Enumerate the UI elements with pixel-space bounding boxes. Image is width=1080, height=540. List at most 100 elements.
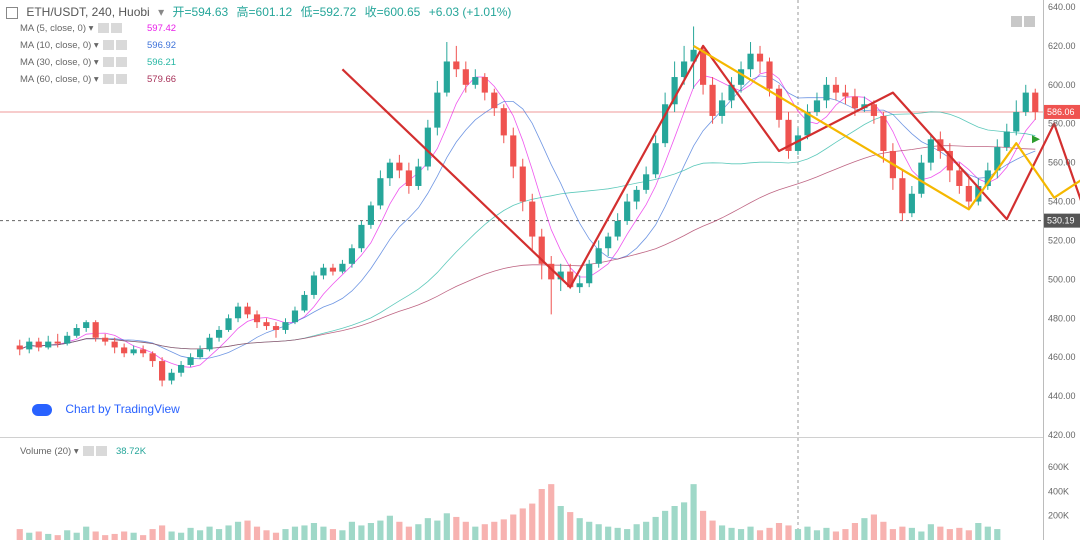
settings-icon[interactable] — [103, 74, 115, 85]
close-icon[interactable] — [96, 446, 108, 457]
tradingview-watermark[interactable]: Chart by TradingView — [32, 402, 180, 416]
volume-bar — [538, 489, 545, 540]
volume-bar — [215, 529, 223, 540]
close-icon[interactable] — [111, 23, 123, 34]
candle-body — [595, 248, 602, 264]
volume-bar — [595, 524, 602, 540]
volume-bar — [889, 529, 896, 540]
candle-body — [975, 185, 982, 202]
candle-body — [1032, 92, 1039, 113]
volume-bar — [671, 506, 678, 540]
restore-icon[interactable] — [1024, 16, 1035, 27]
candle-body — [434, 92, 441, 128]
candle-body — [396, 162, 403, 171]
settings-icon[interactable] — [98, 23, 110, 34]
volume-bar — [576, 518, 583, 540]
volume-bar — [643, 521, 650, 540]
pane-controls[interactable] — [1011, 14, 1037, 32]
volume-bar — [282, 529, 289, 540]
candle-body — [291, 310, 299, 323]
candle-body — [16, 345, 23, 350]
settings-icon[interactable] — [103, 40, 115, 51]
volume-bar — [529, 503, 536, 540]
volume-bar — [548, 484, 555, 540]
menu-icon[interactable] — [6, 6, 18, 19]
price-tick-label: 440.00 — [1048, 391, 1076, 401]
candle-body — [529, 201, 536, 237]
volume-bar — [348, 521, 356, 540]
candle-body — [253, 314, 261, 323]
volume-bar — [984, 526, 991, 540]
volume-bar — [956, 527, 963, 540]
volume-bar — [434, 520, 441, 540]
volume-bars — [16, 484, 1001, 540]
price-tick-label: 580.00 — [1048, 119, 1076, 129]
volume-bar — [178, 532, 185, 540]
chevron-down-icon[interactable]: ▾ — [158, 5, 165, 19]
volume-bar — [709, 520, 716, 540]
volume-bar — [130, 532, 137, 540]
volume-bar — [102, 535, 109, 540]
candle-body — [737, 69, 745, 85]
candle-body — [813, 100, 821, 113]
volume-bar — [35, 531, 42, 540]
close-value: 收=600.65 — [364, 5, 421, 19]
volume-bar — [415, 524, 422, 540]
price-marker-label: 586.06 — [1047, 107, 1075, 117]
candle-body — [159, 361, 166, 381]
candle-body — [538, 236, 545, 264]
candle-body — [519, 166, 526, 202]
volume-bar — [187, 527, 194, 540]
price-tick-label: 500.00 — [1048, 274, 1076, 284]
volume-tick-label: 600K — [1048, 462, 1069, 472]
candle-body — [443, 61, 450, 93]
volume-bar — [301, 525, 308, 540]
settings-icon[interactable] — [83, 446, 95, 457]
price-marker-box — [1044, 104, 1080, 119]
candle-body — [234, 306, 242, 319]
volume-bar — [747, 526, 754, 540]
candle-body — [73, 328, 80, 336]
candle-body — [367, 205, 374, 225]
volume-bar — [794, 529, 802, 540]
volume-bar — [861, 518, 868, 540]
volume-bar — [159, 525, 166, 540]
volume-bar — [329, 529, 337, 540]
volume-bar — [54, 535, 61, 540]
close-icon[interactable] — [116, 57, 128, 68]
price-tick-label: 640.00 — [1048, 2, 1076, 12]
volume-bar — [206, 526, 213, 540]
volume-bar — [196, 530, 204, 540]
candle-body — [832, 84, 840, 93]
ma60-legend[interactable]: MA (60, close, 0) ▾ 579.66 — [20, 72, 176, 88]
price-tick-label: 620.00 — [1048, 41, 1076, 51]
close-icon[interactable] — [116, 40, 128, 51]
maximize-icon[interactable] — [1011, 16, 1022, 27]
candle-body — [633, 189, 640, 202]
candle-body — [377, 178, 384, 206]
volume-bar — [443, 513, 450, 540]
ma10-label: MA (10, close, 0) — [20, 40, 92, 51]
volume-bar — [652, 516, 659, 540]
volume-bar — [586, 521, 593, 540]
volume-legend[interactable]: Volume (20) ▾ 38.72K — [20, 446, 147, 457]
volume-bar — [225, 525, 232, 540]
volume-bar — [937, 526, 944, 540]
candle-body — [918, 162, 925, 194]
candle-body — [111, 341, 118, 348]
volume-value: 38.72K — [115, 446, 147, 457]
ma5-value: 597.42 — [147, 23, 177, 34]
candle-body — [823, 84, 830, 101]
ma5-legend[interactable]: MA (5, close, 0) ▾ 597.42 — [20, 21, 176, 37]
symbol-label[interactable]: ETH/USDT, 240, Huobi — [26, 5, 150, 19]
ma10-legend[interactable]: MA (10, close, 0) ▾ 596.92 — [20, 38, 176, 54]
ma30-legend[interactable]: MA (30, close, 0) ▾ 596.21 — [20, 55, 176, 71]
close-icon[interactable] — [116, 74, 128, 85]
volume-bar — [320, 526, 327, 540]
volume-bar — [737, 529, 745, 540]
candle-body — [149, 353, 156, 362]
settings-icon[interactable] — [103, 57, 115, 68]
candle-body — [908, 193, 915, 214]
annotations — [341, 44, 1080, 289]
